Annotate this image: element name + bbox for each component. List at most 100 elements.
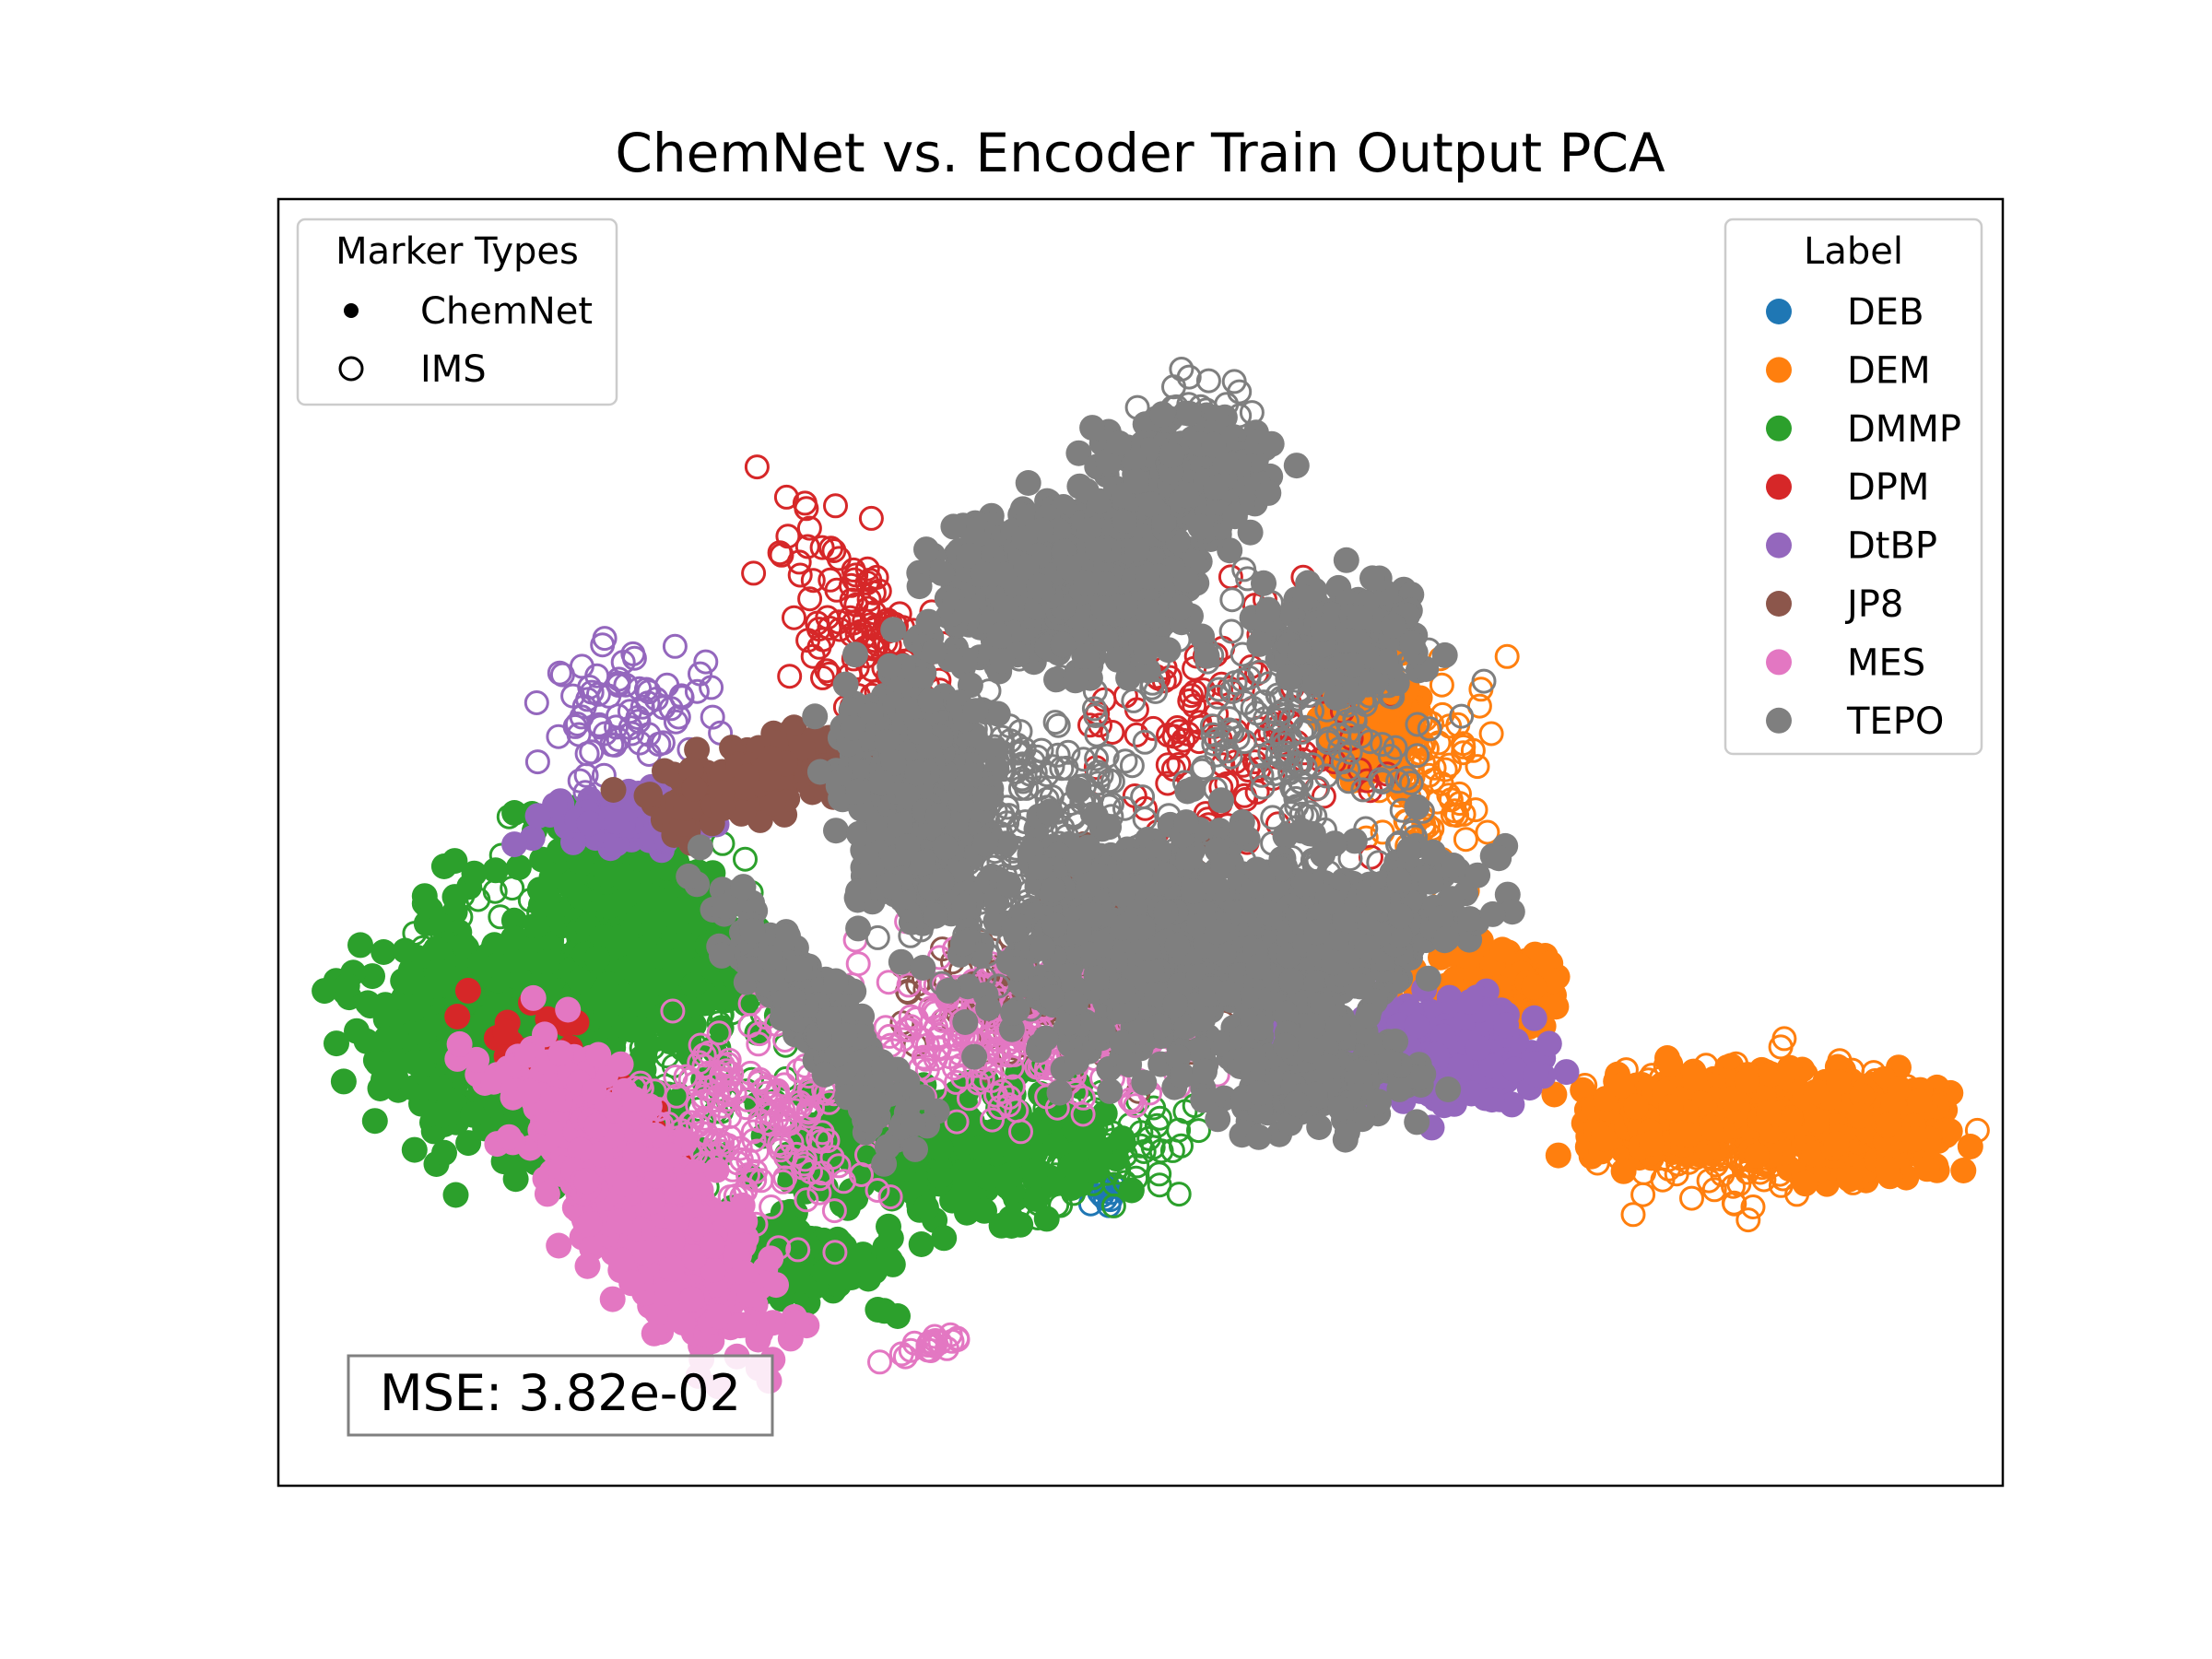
data-point-dem-chemnet: [1957, 1134, 1983, 1159]
data-point-dmmp-chemnet: [618, 1017, 645, 1043]
data-point-dem-ims: [1696, 1168, 1722, 1194]
data-point-dmmp-chemnet: [871, 1298, 898, 1324]
data-point-dmmp-chemnet: [364, 1050, 391, 1077]
data-point-dmmp-chemnet: [931, 1225, 958, 1252]
data-point-dmmp-chemnet: [401, 1136, 428, 1163]
data-point-dem-chemnet: [1836, 1166, 1863, 1193]
data-point-dmmp-chemnet: [441, 848, 468, 875]
data-point-dtbp-chemnet: [1501, 1056, 1528, 1083]
data-point-dmmp-chemnet: [420, 1075, 447, 1101]
data-point-dmmp-chemnet: [382, 1024, 409, 1051]
data-point-dtbp-chemnet: [1523, 1061, 1549, 1088]
data-point-dem-chemnet: [1521, 973, 1547, 1000]
data-point-dtbp-chemnet: [1521, 1005, 1547, 1031]
data-point-dem-chemnet: [1657, 1051, 1684, 1077]
data-point-dtbp-chemnet: [604, 808, 630, 835]
data-point-dmmp-chemnet: [484, 952, 511, 979]
data-point-dmmp-chemnet: [971, 1197, 997, 1224]
data-point-dmmp-chemnet: [593, 1002, 619, 1029]
data-point-jp8-chemnet: [600, 777, 627, 803]
data-point-dem-chemnet: [1950, 1158, 1977, 1183]
data-point-dtbp-chemnet: [1535, 1030, 1562, 1057]
data-point-dmmp-chemnet: [534, 948, 560, 975]
data-point-dem-ims: [1432, 757, 1458, 782]
data-point-dem-ims: [1735, 1207, 1761, 1233]
data-point-dmmp-chemnet: [355, 990, 381, 1017]
data-point-dmmp-chemnet: [441, 884, 468, 911]
data-point-dmmp-chemnet: [1023, 1186, 1050, 1212]
data-point-jp8-chemnet: [633, 782, 660, 809]
data-point-jp8-chemnet: [710, 794, 736, 821]
data-point-dem-chemnet: [1801, 1140, 1828, 1167]
data-point-dmmp-chemnet: [1003, 1141, 1030, 1168]
data-point-dmmp-chemnet: [596, 893, 622, 920]
data-point-dmmp-chemnet: [908, 1231, 935, 1257]
data-point-dem-chemnet: [1913, 1156, 1940, 1182]
data-point-dmmp-chemnet: [842, 1185, 869, 1212]
data-point-dmmp-chemnet: [401, 995, 428, 1022]
data-point-dtbp-chemnet: [1478, 1087, 1505, 1113]
data-point-dem-chemnet: [1591, 1125, 1618, 1152]
data-point-dem-ims: [1768, 1034, 1794, 1060]
data-point-dem-ims: [1630, 1182, 1656, 1207]
data-point-dmmp-chemnet: [423, 935, 450, 962]
data-point-dem-chemnet: [1682, 1065, 1709, 1091]
data-point-dem-chemnet: [1489, 936, 1516, 963]
plot-area: [312, 357, 1990, 1400]
data-point-dem-chemnet: [1545, 1142, 1571, 1169]
data-point-dpm-chemnet: [454, 977, 481, 1004]
data-point-dmmp-chemnet: [402, 1049, 429, 1076]
data-point-dmmp-chemnet: [347, 932, 373, 959]
data-point-dmmp-chemnet: [1118, 1177, 1145, 1204]
data-point-dem-chemnet: [1676, 1122, 1702, 1148]
data-point-dem-ims: [1465, 754, 1490, 780]
data-point-dem-ims: [1722, 1191, 1747, 1217]
data-point-dmmp-chemnet: [653, 967, 680, 994]
data-point-dem-chemnet: [1901, 1125, 1928, 1152]
data-point-dem-chemnet: [1849, 1082, 1876, 1109]
data-point-dem-chemnet: [1610, 1158, 1637, 1184]
data-point-dmmp-chemnet: [1058, 1175, 1085, 1201]
data-point-dem-ims: [1421, 755, 1447, 781]
data-point-dem-chemnet: [1776, 1107, 1803, 1134]
data-point-dem-chemnet: [1623, 1093, 1650, 1120]
data-point-dem-ims: [1453, 827, 1478, 853]
data-point-dem-chemnet: [1698, 1114, 1724, 1141]
data-point-dmmp-chemnet: [500, 924, 526, 951]
data-point-dem-chemnet: [1906, 1088, 1933, 1114]
data-point-dmmp-chemnet: [426, 958, 453, 984]
data-point-dmmp-chemnet: [567, 968, 594, 994]
data-point-dmmp-chemnet: [611, 982, 638, 1009]
data-point-dmmp-chemnet: [526, 877, 553, 903]
data-point-dem-ims: [1740, 1194, 1766, 1219]
data-point-dtbp-chemnet: [501, 831, 528, 858]
data-point-dem-ims: [1620, 1202, 1646, 1228]
data-point-dtbp-chemnet: [1465, 1034, 1491, 1061]
data-point-dmmp-chemnet: [594, 862, 620, 888]
chart-title: ChemNet vs. Encoder Train Output PCA: [615, 122, 1665, 184]
data-point-dem-ims: [1751, 1167, 1777, 1193]
data-point-dtbp-chemnet: [524, 803, 551, 830]
data-point-dmmp-chemnet: [927, 1162, 954, 1189]
data-point-dmmp-chemnet: [672, 898, 699, 924]
data-point-dpm-chemnet: [444, 1004, 471, 1030]
data-point-dem-chemnet: [1543, 994, 1570, 1020]
data-point-dmmp-chemnet: [827, 1265, 853, 1291]
data-point-dem-chemnet: [1776, 1054, 1803, 1081]
data-point-dtbp-chemnet: [1457, 989, 1483, 1015]
data-point-dmmp-chemnet: [1081, 1158, 1108, 1184]
data-point-dmmp-chemnet: [361, 1108, 388, 1135]
data-point-dmmp-chemnet: [644, 886, 671, 912]
data-point-dem-ims: [1494, 643, 1520, 669]
data-point-dem-chemnet: [1846, 1102, 1873, 1129]
data-point-dem-ims: [1436, 782, 1462, 808]
data-point-dmmp-chemnet: [1109, 1125, 1135, 1152]
data-point-dem-chemnet: [1608, 1072, 1635, 1099]
data-point-dem-ims: [1478, 721, 1504, 747]
data-point-dmmp-chemnet: [505, 854, 532, 881]
data-point-dmmp-chemnet: [442, 1182, 469, 1208]
data-point-dmmp-chemnet: [330, 1068, 357, 1095]
data-point-dmmp-chemnet: [460, 1101, 487, 1128]
data-point-dmmp-chemnet: [967, 1135, 994, 1161]
